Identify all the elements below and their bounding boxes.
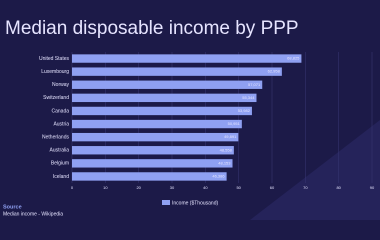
value-label: 55,344 — [242, 95, 255, 100]
x-tick-label: 40 — [203, 185, 208, 190]
bar — [72, 54, 302, 63]
bar — [72, 119, 242, 129]
x-tick-label: 20 — [136, 185, 141, 190]
y-tick-label: Netherlands — [42, 134, 69, 140]
value-label: 57,071 — [248, 82, 261, 87]
decor — [250, 120, 380, 220]
chart: Median disposable income by PPP Source M… — [3, 18, 380, 220]
y-tick-label: Belgium — [51, 161, 69, 167]
x-tick-label: 80 — [336, 185, 341, 190]
value-label: 48,558 — [220, 147, 233, 152]
bar — [72, 172, 227, 181]
x-tick-label: 50 — [236, 185, 241, 190]
value-label: 53,982 — [238, 108, 251, 113]
x-tick-label: 60 — [270, 185, 275, 190]
legend-label: Income ($Thousand) — [172, 200, 218, 206]
legend-swatch — [162, 200, 170, 205]
y-tick-label: Austria — [53, 121, 69, 127]
x-tick-label: 0 — [71, 185, 74, 190]
page: {"chart_data":{"type":"bar","orientation… — [3, 18, 380, 220]
y-tick-label: Australia — [50, 148, 70, 154]
source: Median income - Wikipedia — [3, 211, 63, 217]
value-label: 48,153 — [218, 160, 231, 165]
bar — [72, 146, 234, 155]
value-label: 62,958 — [268, 69, 281, 74]
chart-title: Median disposable income by PPP — [5, 18, 299, 39]
x-tick-label: 70 — [303, 185, 308, 190]
bar — [72, 159, 233, 168]
y-tick-label: Norway — [52, 82, 69, 88]
value-label: 68,825 — [287, 56, 300, 61]
bar — [72, 93, 257, 103]
y-tick-label: Luxembourg — [41, 69, 69, 75]
source-title: Source — [3, 204, 22, 210]
x-tick-label: 90 — [370, 185, 375, 190]
value-label: 50,951 — [228, 121, 241, 126]
bar — [72, 80, 263, 89]
y-tick-label: Canada — [51, 108, 69, 114]
x-tick-label: 10 — [103, 185, 108, 190]
value-label: 49,891 — [224, 134, 237, 139]
value-label: 46,386 — [212, 174, 225, 179]
y-tick-label: United States — [39, 56, 70, 62]
x-tick-label: 30 — [170, 185, 175, 190]
bar — [72, 106, 252, 116]
y-tick-label: Iceland — [53, 174, 69, 180]
y-tick-label: Switzerland — [43, 95, 69, 101]
bar — [72, 132, 239, 142]
bar — [72, 67, 282, 76]
